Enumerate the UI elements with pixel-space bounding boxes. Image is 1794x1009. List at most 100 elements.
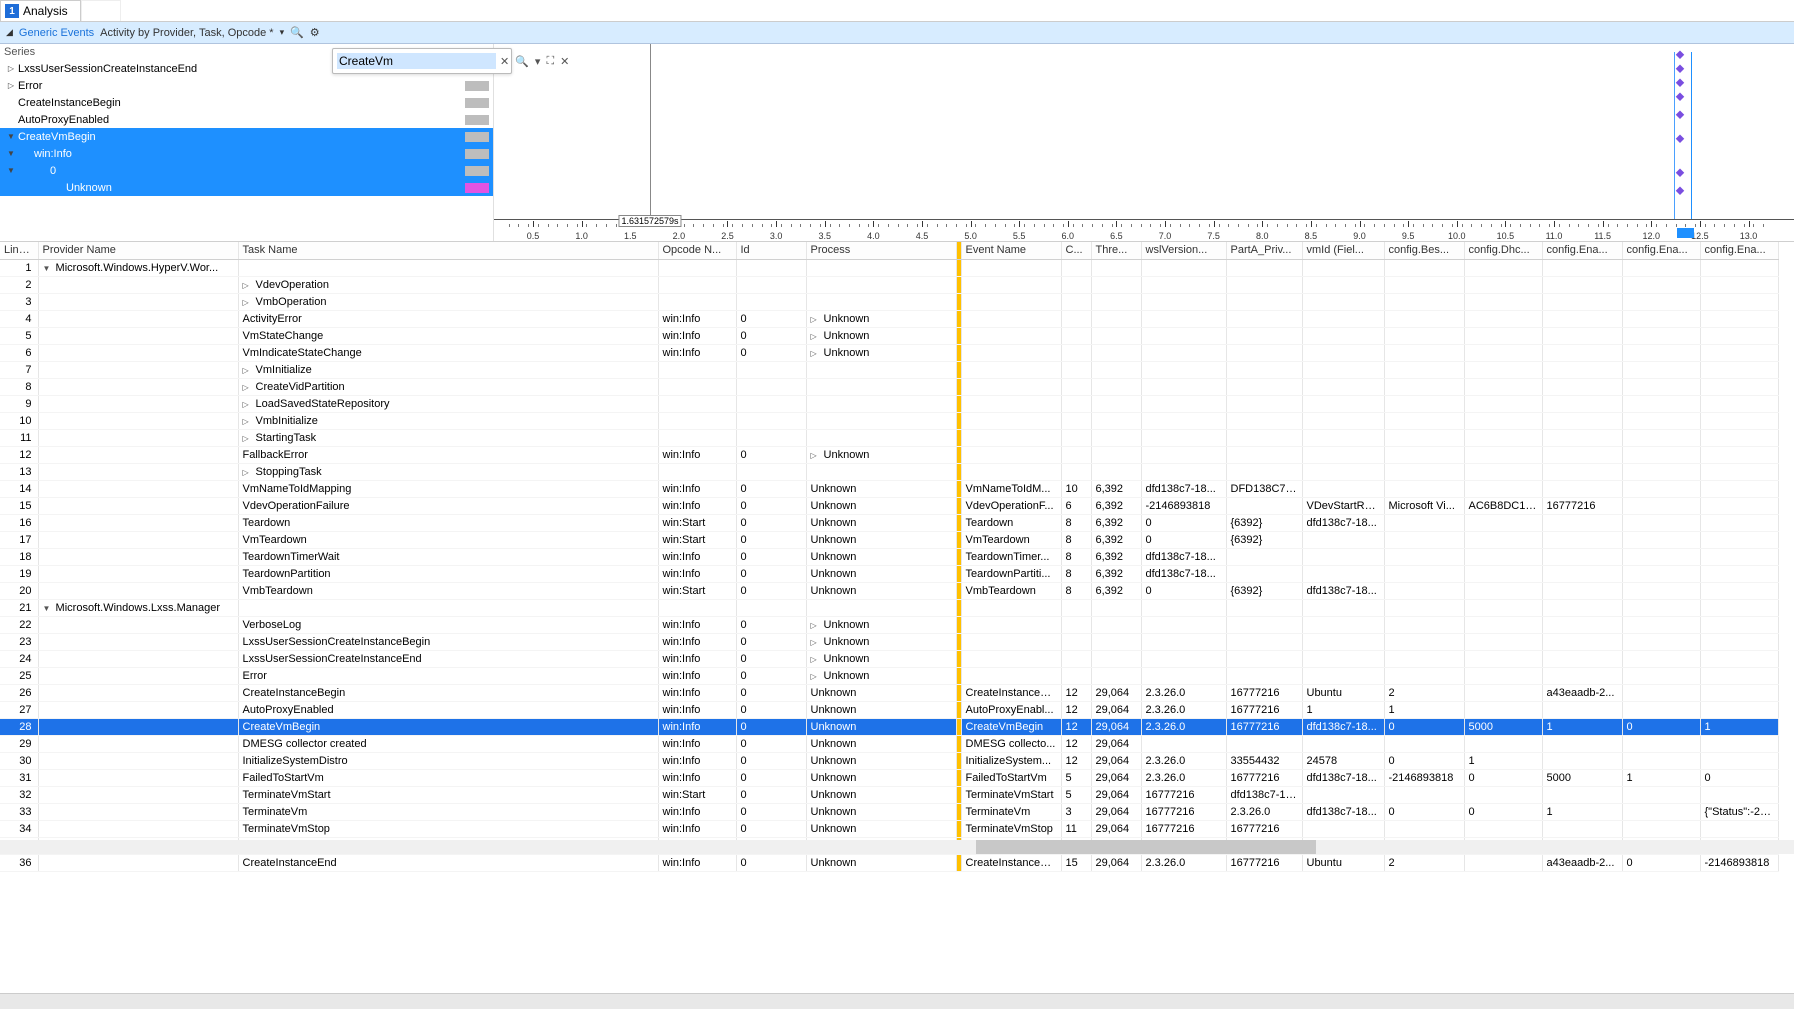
table-row[interactable]: 33TerminateVmwin:Info0UnknownTerminateVm… [0, 803, 1778, 820]
col-vmid[interactable]: vmId (Fiel... [1302, 242, 1384, 259]
expand-icon[interactable]: ▷ [243, 383, 253, 392]
preset-dropdown-icon[interactable]: ▾ [280, 27, 285, 38]
table-row[interactable]: 25Errorwin:Info0▷ Unknown [0, 667, 1778, 684]
hscroll-thumb[interactable] [976, 840, 1316, 854]
col-dhc[interactable]: config.Dhc... [1464, 242, 1542, 259]
expand-icon[interactable]: ▷ [4, 81, 18, 90]
event-marker[interactable] [1676, 187, 1684, 195]
expand-icon[interactable]: ▷ [811, 672, 821, 681]
table-row[interactable]: 22VerboseLogwin:Info0▷ Unknown [0, 616, 1778, 633]
table-row[interactable]: 27AutoProxyEnabledwin:Info0UnknownAutoPr… [0, 701, 1778, 718]
series-row[interactable]: ▼0 [0, 162, 493, 179]
table-row[interactable]: 29DMESG collector createdwin:Info0Unknow… [0, 735, 1778, 752]
find-options-icon[interactable]: ▾ [533, 55, 543, 68]
col-parta[interactable]: PartA_Priv... [1226, 242, 1302, 259]
table-row[interactable]: 26CreateInstanceBeginwin:Info0UnknownCre… [0, 684, 1778, 701]
expand-icon[interactable]: ▷ [811, 451, 821, 460]
event-table-wrap[interactable]: Line #Provider NameTask NameOpcode N...I… [0, 242, 1794, 942]
table-row[interactable]: 3▷ VmbOperation [0, 293, 1778, 310]
time-ruler[interactable]: 0.51.01.52.02.53.03.54.04.55.05.56.06.57… [494, 219, 1794, 241]
new-tab-placeholder[interactable] [81, 0, 121, 21]
table-row[interactable]: 14VmNameToIdMappingwin:Info0UnknownVmNam… [0, 480, 1778, 497]
expand-icon[interactable]: ▷ [243, 417, 253, 426]
expand-icon[interactable]: ▷ [811, 349, 821, 358]
timeline-chart[interactable]: 0.51.01.52.02.53.03.54.04.55.05.56.06.57… [494, 44, 1794, 241]
table-row[interactable]: 36CreateInstanceEndwin:Info0UnknownCreat… [0, 854, 1778, 871]
table-row[interactable]: 19TeardownPartitionwin:Info0UnknownTeard… [0, 565, 1778, 582]
series-row[interactable]: Unknown [0, 179, 493, 196]
expand-icon[interactable]: ▷ [811, 655, 821, 664]
analysis-tab[interactable]: 1 Analysis [0, 0, 81, 21]
expand-icon[interactable]: ▼ [43, 604, 53, 613]
event-marker[interactable] [1676, 65, 1684, 73]
time-cursor[interactable] [650, 44, 651, 219]
col-thre[interactable]: Thre... [1091, 242, 1141, 259]
table-row[interactable]: 11▷ StartingTask [0, 429, 1778, 446]
expand-icon[interactable]: ▼ [4, 166, 18, 175]
series-row[interactable]: AutoProxyEnabled [0, 111, 493, 128]
col-event[interactable]: Event Name [961, 242, 1061, 259]
expand-icon[interactable]: ▼ [4, 132, 18, 141]
table-row[interactable]: 17VmTeardownwin:Start0UnknownVmTeardown8… [0, 531, 1778, 548]
table-row[interactable]: 34TerminateVmStopwin:Info0UnknownTermina… [0, 820, 1778, 837]
col-provider[interactable]: Provider Name [38, 242, 238, 259]
expand-icon[interactable]: ▷ [243, 298, 253, 307]
table-row[interactable]: 20VmbTeardownwin:Start0UnknownVmbTeardow… [0, 582, 1778, 599]
hscroll-bar[interactable] [0, 840, 1794, 854]
table-row[interactable]: 18TeardownTimerWaitwin:Info0UnknownTeard… [0, 548, 1778, 565]
expand-icon[interactable]: ▷ [811, 332, 821, 341]
table-row[interactable]: 7▷ VmInitialize [0, 361, 1778, 378]
expand-icon[interactable]: ▷ [243, 281, 253, 290]
table-row[interactable]: 32TerminateVmStartwin:Start0UnknownTermi… [0, 786, 1778, 803]
col-c[interactable]: C... [1061, 242, 1091, 259]
table-row[interactable]: 2▷ VdevOperation [0, 276, 1778, 293]
series-row[interactable]: CreateInstanceBegin [0, 94, 493, 111]
series-row[interactable]: ▼CreateVmBegin [0, 128, 493, 145]
event-marker[interactable] [1676, 79, 1684, 87]
table-row[interactable]: 21▼ Microsoft.Windows.Lxss.Manager [0, 599, 1778, 616]
clear-icon[interactable]: ✕ [498, 55, 511, 68]
table-row[interactable]: 5VmStateChangewin:Info0▷ Unknown [0, 327, 1778, 344]
expand-icon[interactable]: ▷ [811, 621, 821, 630]
table-row[interactable]: 10▷ VmbInitialize [0, 412, 1778, 429]
find-close-icon[interactable]: ✕ [558, 55, 571, 68]
col-ena3[interactable]: config.Ena... [1700, 242, 1778, 259]
col-line[interactable]: Line # [0, 242, 38, 259]
find-input[interactable] [337, 53, 496, 69]
table-row[interactable]: 16Teardownwin:Start0UnknownTeardown86,39… [0, 514, 1778, 531]
graph-title[interactable]: Generic Events [19, 27, 94, 39]
table-row[interactable]: 24LxssUserSessionCreateInstanceEndwin:In… [0, 650, 1778, 667]
col-opcode[interactable]: Opcode N... [658, 242, 736, 259]
selection-band[interactable] [1677, 228, 1694, 238]
table-row[interactable]: 30InitializeSystemDistrowin:Info0Unknown… [0, 752, 1778, 769]
table-row[interactable]: 4ActivityErrorwin:Info0▷ Unknown [0, 310, 1778, 327]
table-row[interactable]: 9▷ LoadSavedStateRepository [0, 395, 1778, 412]
table-row[interactable]: 28CreateVmBeginwin:Info0UnknownCreateVmB… [0, 718, 1778, 735]
preset-name[interactable]: Activity by Provider, Task, Opcode * [100, 27, 273, 39]
table-row[interactable]: 1▼ Microsoft.Windows.HyperV.Wor... [0, 259, 1778, 276]
table-row[interactable]: 8▷ CreateVidPartition [0, 378, 1778, 395]
event-marker[interactable] [1676, 135, 1684, 143]
table-row[interactable]: 23LxssUserSessionCreateInstanceBeginwin:… [0, 633, 1778, 650]
table-row[interactable]: 31FailedToStartVmwin:Info0UnknownFailedT… [0, 769, 1778, 786]
collapse-icon[interactable]: ◢ [6, 27, 13, 38]
event-marker[interactable] [1676, 111, 1684, 119]
table-row[interactable]: 15VdevOperationFailurewin:Info0UnknownVd… [0, 497, 1778, 514]
expand-icon[interactable]: ▷ [243, 468, 253, 477]
expand-icon[interactable]: ▷ [243, 434, 253, 443]
gear-icon[interactable]: ⚙ [310, 26, 320, 39]
col-wsl[interactable]: wslVersion... [1141, 242, 1226, 259]
series-row[interactable]: ▷Error [0, 77, 493, 94]
expand-icon[interactable]: ▷ [811, 638, 821, 647]
col-ena2[interactable]: config.Ena... [1622, 242, 1700, 259]
table-row[interactable]: 12FallbackErrorwin:Info0▷ Unknown [0, 446, 1778, 463]
col-bes[interactable]: config.Bes... [1384, 242, 1464, 259]
find-search-icon[interactable]: 🔍 [513, 55, 531, 68]
series-row[interactable]: ▼win:Info [0, 145, 493, 162]
event-marker[interactable] [1676, 169, 1684, 177]
col-process[interactable]: Process [806, 242, 956, 259]
expand-icon[interactable]: ▷ [243, 400, 253, 409]
col-id[interactable]: Id [736, 242, 806, 259]
table-row[interactable]: 6VmIndicateStateChangewin:Info0▷ Unknown [0, 344, 1778, 361]
expand-icon[interactable]: ▼ [4, 149, 18, 158]
